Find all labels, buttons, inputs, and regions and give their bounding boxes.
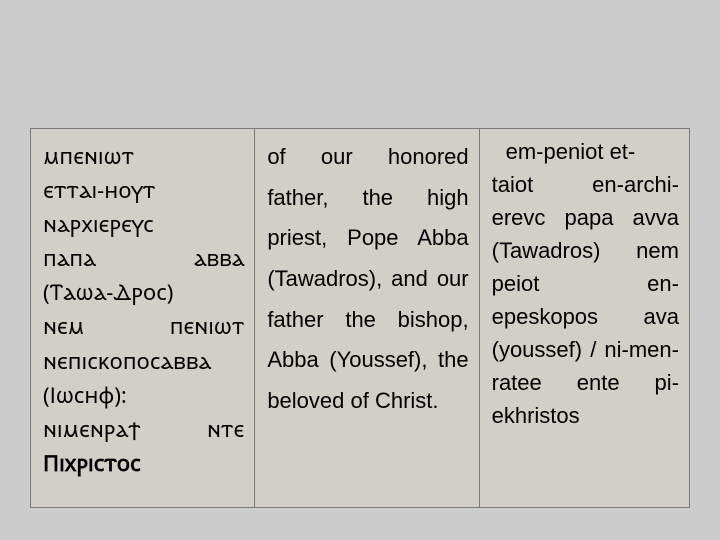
coptic-text: ⲛⲉⲙ	[43, 309, 84, 343]
coptic-line: (Ⲓⲱⲥⲏⲫ):	[43, 378, 244, 412]
coptic-line: ⲡⲁⲡⲁ ⲁⲃⲃⲁ	[43, 241, 244, 275]
coptic-text: Ⲡⲓⲭⲣⲓⲥⲧⲟⲥ	[43, 448, 141, 478]
coptic-line: ⲉⲧⲧⲁⲓ-ⲏⲟⲩⲧ	[43, 173, 244, 207]
translit-first: em-peniot et-	[492, 135, 679, 168]
translit-rest: taiot en-archi-erevc papa avva (Tawadros…	[492, 172, 679, 428]
coptic-line: ⲛⲓⲙⲉⲛⲣⲁϯ ⲛⲧⲉ	[43, 412, 244, 446]
coptic-line: Ⲡⲓⲭⲣⲓⲥⲧⲟⲥ	[43, 446, 244, 480]
coptic-text: (Ⲓⲱⲥⲏⲫ):	[43, 380, 127, 410]
coptic-line: (Ⲧⲁⲱⲁ-Ⲇⲣⲟⲥ)	[43, 275, 244, 309]
coptic-line: ⲛⲁⲣⲭⲓⲉⲣⲉⲩⲥ	[43, 207, 244, 241]
column-transliteration: em-peniot et- taiot en-archi-erevc papa …	[480, 129, 689, 507]
column-english: of our honored father, the high priest, …	[255, 129, 479, 507]
column-coptic: ⲙⲡⲉⲛⲓⲱⲧ ⲉⲧⲧⲁⲓ-ⲏⲟⲩⲧ ⲛⲁⲣⲭⲓⲉⲣⲉⲩⲥ ⲡⲁⲡⲁ ⲁⲃⲃⲁ …	[31, 129, 255, 507]
english-text: of our honored father, the high priest, …	[267, 144, 468, 413]
coptic-text: ⲁⲃⲃⲁ	[194, 241, 245, 275]
coptic-line: ⲛⲉⲡⲓⲥⲕⲟⲡⲟⲥⲁⲃⲃⲁ	[43, 344, 244, 378]
coptic-line: ⲙⲡⲉⲛⲓⲱⲧ	[43, 139, 244, 173]
coptic-text: ⲛⲁⲣⲭⲓⲉⲣⲉⲩⲥ	[43, 209, 154, 239]
coptic-text: ⲛⲉⲡⲓⲥⲕⲟⲡⲟⲥⲁⲃⲃⲁ	[43, 346, 211, 376]
coptic-line: ⲛⲉⲙ ⲡⲉⲛⲓⲱⲧ	[43, 309, 244, 343]
text-panel: ⲙⲡⲉⲛⲓⲱⲧ ⲉⲧⲧⲁⲓ-ⲏⲟⲩⲧ ⲛⲁⲣⲭⲓⲉⲣⲉⲩⲥ ⲡⲁⲡⲁ ⲁⲃⲃⲁ …	[30, 128, 690, 508]
coptic-text: ⲙⲡⲉⲛⲓⲱⲧ	[43, 141, 134, 171]
coptic-text: ⲛⲧⲉ	[207, 412, 244, 446]
coptic-text: ⲡⲁⲡⲁ	[43, 241, 96, 275]
coptic-text: (Ⲧⲁⲱⲁ-Ⲇⲣⲟⲥ)	[43, 277, 173, 307]
coptic-text: ⲉⲧⲧⲁⲓ-ⲏⲟⲩⲧ	[43, 175, 155, 205]
coptic-text: ⲛⲓⲙⲉⲛⲣⲁϯ	[43, 412, 141, 446]
coptic-text: ⲡⲉⲛⲓⲱⲧ	[170, 309, 245, 343]
